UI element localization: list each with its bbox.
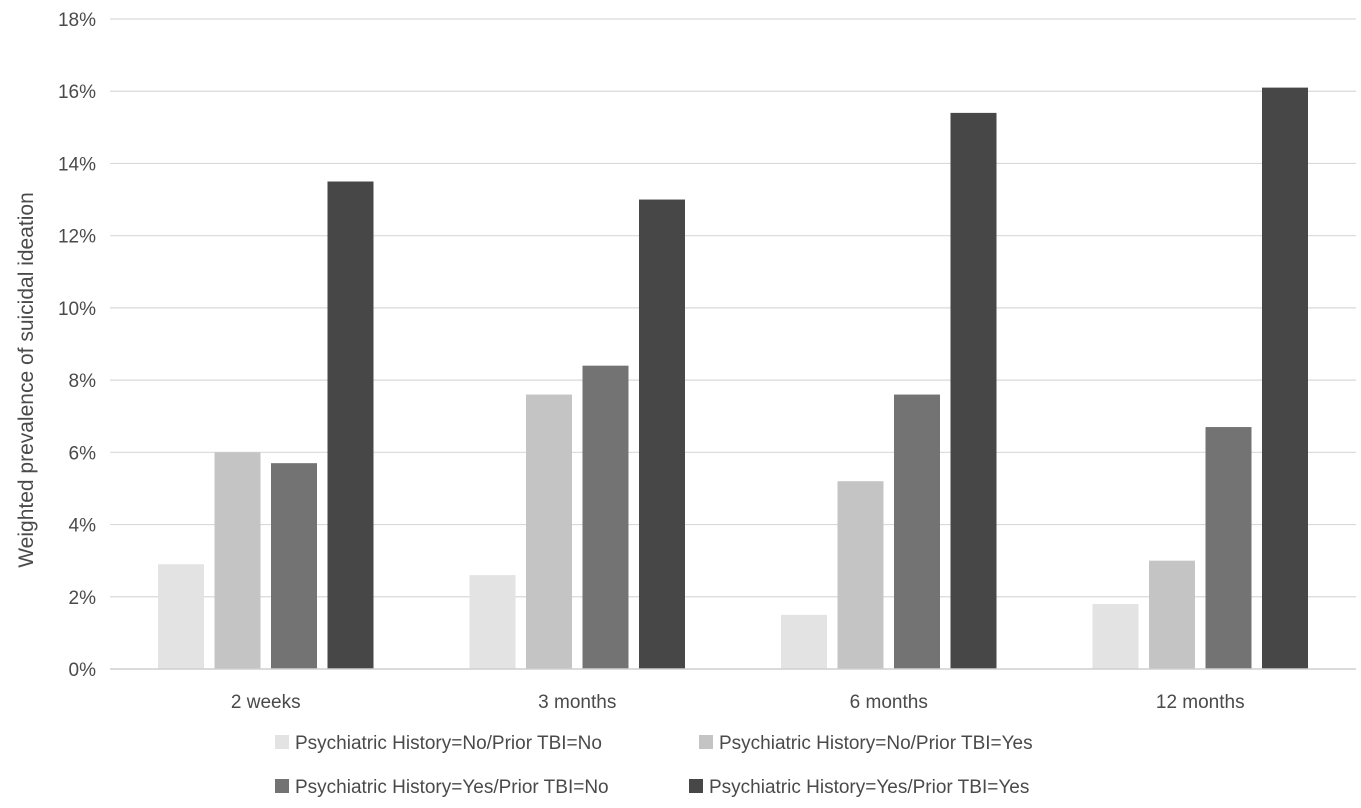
bar-4-3: [950, 112, 997, 669]
bar-3-4: [1205, 427, 1252, 669]
bar-1-3: [781, 614, 827, 669]
legend-item: Psychiatric History=Yes/Prior TBI=Yes: [689, 777, 1029, 798]
y-tick-label: 4%: [69, 516, 97, 537]
legend-swatch: [699, 735, 713, 749]
bar-2-3: [837, 481, 884, 669]
x-tick-label: 12 months: [1156, 692, 1245, 713]
bar-3-3: [894, 394, 940, 669]
x-tick-label: 6 months: [850, 692, 928, 713]
legend-item: Psychiatric History=No/Prior TBI=Yes: [699, 733, 1033, 754]
y-tick-label: 10%: [58, 299, 96, 320]
gridlines: [110, 18, 1356, 598]
y-tick-label: 12%: [58, 227, 96, 248]
legend-swatch: [275, 735, 289, 749]
bar-1-4: [1092, 604, 1139, 669]
y-tick-label: 2%: [69, 588, 97, 609]
bar-2-2: [526, 394, 572, 669]
legend-swatch: [689, 779, 703, 793]
y-axis-ticks: 0% 2% 4% 6% 8% 10% 12% 14% 16% 18%: [58, 10, 96, 681]
x-axis-ticks: 2 weeks 3 months 6 months 12 months: [231, 692, 1245, 713]
bar-2-4: [1149, 560, 1195, 669]
legend-label: Psychiatric History=No/Prior TBI=No: [295, 733, 602, 754]
y-tick-label: 6%: [69, 443, 97, 464]
bar-1-1: [158, 564, 204, 669]
bar-4-4: [1262, 87, 1308, 670]
x-tick-label: 3 months: [538, 692, 616, 713]
x-tick-label: 2 weeks: [231, 692, 301, 713]
bar-4-2: [639, 199, 685, 670]
legend: Psychiatric History=No/Prior TBI=No Psych…: [275, 733, 1033, 798]
y-tick-label: 18%: [58, 10, 96, 31]
y-tick-label: 16%: [58, 82, 96, 103]
y-tick-label: 8%: [69, 371, 97, 392]
y-tick-label: 14%: [58, 154, 96, 175]
bar-2-1: [214, 452, 261, 669]
bars: [158, 87, 1308, 670]
legend-label: Psychiatric History=Yes/Prior TBI=No: [295, 777, 609, 798]
legend-item: Psychiatric History=Yes/Prior TBI=No: [275, 777, 609, 798]
bar-1-2: [469, 575, 516, 669]
legend-label: Psychiatric History=Yes/Prior TBI=Yes: [709, 777, 1029, 798]
bar-4-1: [327, 181, 374, 669]
legend-label: Psychiatric History=No/Prior TBI=Yes: [719, 733, 1033, 754]
legend-item: Psychiatric History=No/Prior TBI=No: [275, 733, 602, 754]
bar-3-2: [582, 365, 629, 669]
y-axis-title: Weighted prevalence of suicidal ideation: [15, 192, 38, 568]
bar-3-1: [271, 463, 317, 669]
legend-swatch: [275, 779, 289, 793]
y-tick-label: 0%: [69, 660, 97, 681]
